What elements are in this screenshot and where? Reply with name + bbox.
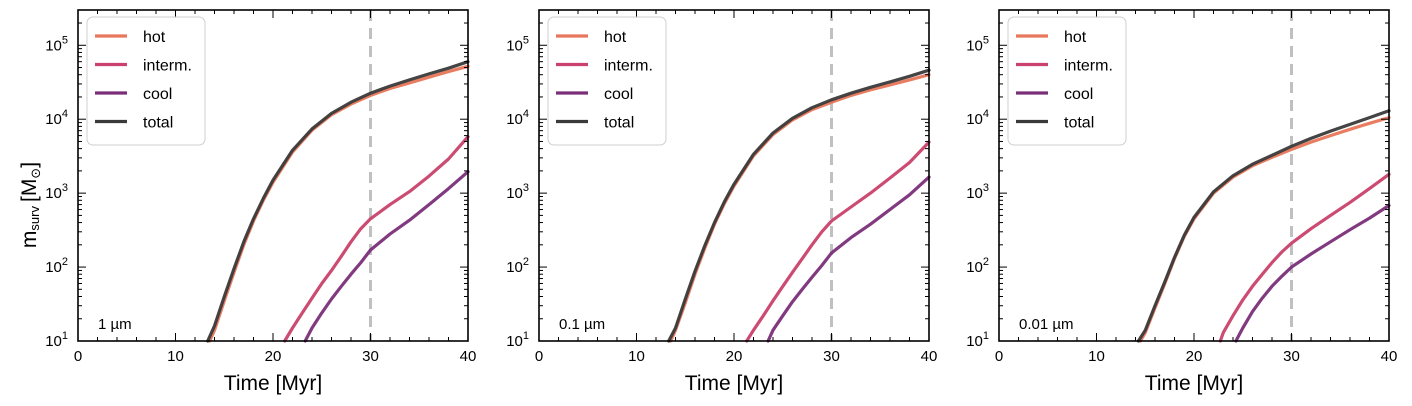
panel-3-series-interm: [1218, 172, 1391, 343]
panel-2-xtick-label: 10: [628, 348, 645, 365]
y-axis-label: msurv[M⊙]: [18, 162, 43, 248]
panel-3-ytick-label: 104: [966, 108, 989, 128]
panel-2-x-axis-label: Time [Myr]: [685, 372, 783, 395]
panel-2-legend-box: [547, 16, 667, 146]
panel-1-ytick-label: 101: [45, 330, 68, 350]
ytick-exponent: 4: [62, 108, 68, 120]
panel-3-xtick-label: 10: [1088, 348, 1105, 365]
ytick-exponent: 1: [523, 330, 529, 342]
panel-1-series-cool: [303, 170, 470, 343]
panel-1-xtick-label: 30: [362, 348, 379, 365]
panel-3-legend-label-total: total: [1064, 115, 1094, 132]
ytick-base: 10: [506, 259, 523, 276]
ytick-base: 10: [966, 333, 983, 350]
panel-2-xtick-label: 20: [726, 348, 743, 365]
ytick-exponent: 5: [62, 34, 68, 46]
panel-2-xtick-label: 0: [535, 348, 543, 365]
ytick-exponent: 4: [983, 108, 989, 120]
panel-1-annotation: 1 µm: [98, 316, 132, 333]
panel-2-ytick-label: 102: [506, 256, 529, 276]
panel-3-annotation: 0.01 µm: [1019, 316, 1074, 333]
ytick-exponent: 5: [523, 34, 529, 46]
panel-3-series-total: [1136, 109, 1391, 343]
panel-1-x-axis-label: Time [Myr]: [224, 372, 322, 395]
ytick-base: 10: [966, 37, 983, 54]
panel-3-xtick-label: 30: [1283, 348, 1300, 365]
ytick-base: 10: [966, 185, 983, 202]
ytick-base: 10: [506, 111, 523, 128]
panel-3-legend-label-interm: interm.: [1064, 58, 1113, 75]
panel-1-xtick-label: 0: [74, 348, 82, 365]
panel-1-legend-label-interm: interm.: [143, 58, 192, 75]
panel-1-legend-label-hot: hot: [143, 29, 166, 46]
ytick-exponent: 4: [523, 108, 529, 120]
panel-1-legend-label-total: total: [143, 115, 173, 132]
ytick-exponent: 1: [983, 330, 989, 342]
panel-3-legend-label-hot: hot: [1064, 29, 1087, 46]
ytick-base: 10: [966, 259, 983, 276]
ticks: [77, 9, 1390, 342]
panel-2-ytick-label: 105: [506, 34, 529, 54]
panel-3-legend-label-cool: cool: [1064, 86, 1093, 103]
panel-2-legend-label-hot: hot: [604, 29, 627, 46]
ytick-exponent: 5: [983, 34, 989, 46]
panel-1-xtick-label: 20: [265, 348, 282, 365]
ytick-base: 10: [506, 185, 523, 202]
panel-1-legend-label-cool: cool: [143, 86, 172, 103]
ytick-base: 10: [506, 333, 523, 350]
ytick-base: 10: [966, 111, 983, 128]
ytick-exponent: 3: [62, 182, 68, 194]
panel-2-ytick-label: 104: [506, 108, 529, 128]
panel-1-series-total: [206, 60, 470, 343]
panel-1-legend-box: [86, 16, 206, 146]
panel-2-legend-label-cool: cool: [604, 86, 633, 103]
ytick-base: 10: [45, 185, 62, 202]
ytick-exponent: 3: [523, 182, 529, 194]
panel-1-ytick-label: 102: [45, 256, 68, 276]
panel-3-ytick-label: 102: [966, 256, 989, 276]
panel-2-series-cool: [766, 175, 931, 343]
panel-2-series-total: [667, 68, 931, 343]
series-lines: [206, 60, 1391, 343]
panel-3-ytick-label: 103: [966, 182, 989, 202]
ytick-base: 10: [45, 259, 62, 276]
panel-1-ytick-label: 103: [45, 182, 68, 202]
panel-1-ytick-label: 104: [45, 108, 68, 128]
ytick-exponent: 2: [523, 256, 529, 268]
ytick-base: 10: [45, 333, 62, 350]
panel-2-ytick-label: 101: [506, 330, 529, 350]
panel-3-ytick-label: 105: [966, 34, 989, 54]
ytick-base: 10: [45, 37, 62, 54]
panel-1-ytick-label: 105: [45, 34, 68, 54]
panel-2-annotation: 0.1 µm: [559, 316, 605, 333]
panel-3-xtick-label: 20: [1186, 348, 1203, 365]
panel-3-ytick-label: 101: [966, 330, 989, 350]
panel-2-ytick-label: 103: [506, 182, 529, 202]
ytick-exponent: 3: [983, 182, 989, 194]
panel-2-xtick-label: 40: [921, 348, 938, 365]
panel-3-series-cool: [1234, 203, 1391, 343]
panel-1-xtick-label: 10: [167, 348, 184, 365]
panel-2-xtick-label: 30: [823, 348, 840, 365]
panel-2-legend-label-interm: interm.: [604, 58, 653, 75]
panel-1-xtick-label: 40: [460, 348, 477, 365]
ytick-exponent: 2: [983, 256, 989, 268]
panel-2-legend-label-total: total: [604, 115, 634, 132]
panel-3-xtick-label: 0: [995, 348, 1003, 365]
ytick-exponent: 1: [62, 330, 68, 342]
ytick-base: 10: [506, 37, 523, 54]
reference-lines: [369, 10, 1293, 341]
legends: hot interm. cool total hot interm. cool total ho…: [86, 16, 1127, 146]
panel-1-series-interm: [283, 135, 470, 343]
ytick-exponent: 2: [62, 256, 68, 268]
panel-3-x-axis-label: Time [Myr]: [1145, 372, 1243, 395]
ytick-base: 10: [45, 111, 62, 128]
panel-2-series-interm: [745, 140, 931, 343]
panel-3-legend-box: [1007, 16, 1127, 146]
panel-3-xtick-label: 40: [1381, 348, 1398, 365]
